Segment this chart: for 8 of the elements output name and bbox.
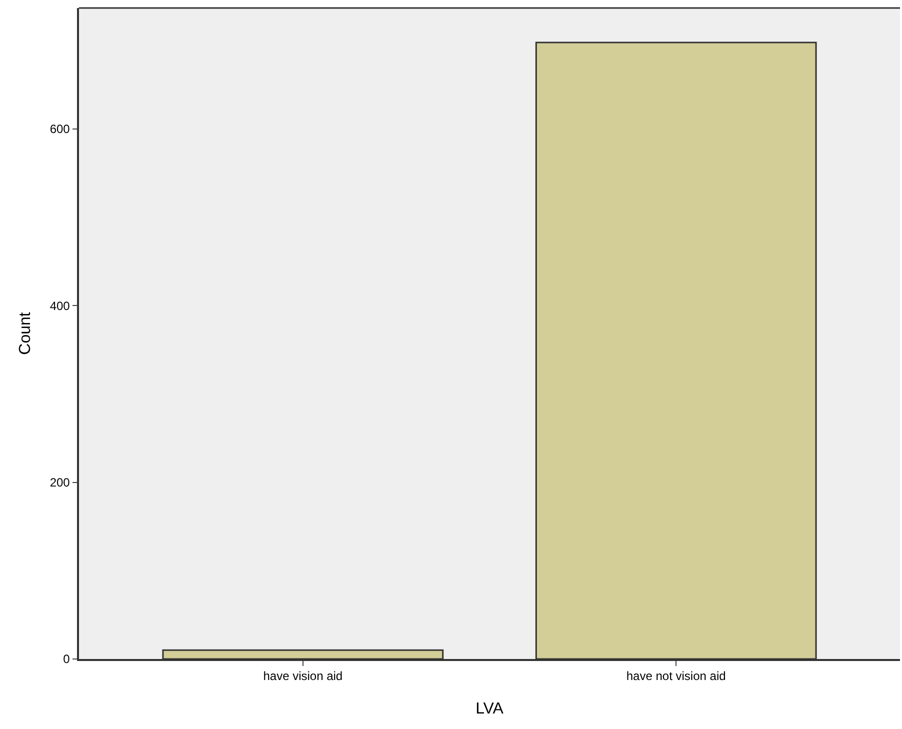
- y-tick-label: 200: [50, 476, 70, 490]
- y-axis-title: Count: [17, 312, 34, 355]
- x-tick-label: have vision aid: [263, 669, 343, 684]
- y-tick-label: 0: [63, 652, 70, 666]
- x-axis-title: LVA: [476, 700, 504, 718]
- y-tick-label: 400: [50, 298, 70, 313]
- y-tick-label: 600: [50, 122, 70, 136]
- x-tick-label: have not vision aid: [626, 669, 726, 684]
